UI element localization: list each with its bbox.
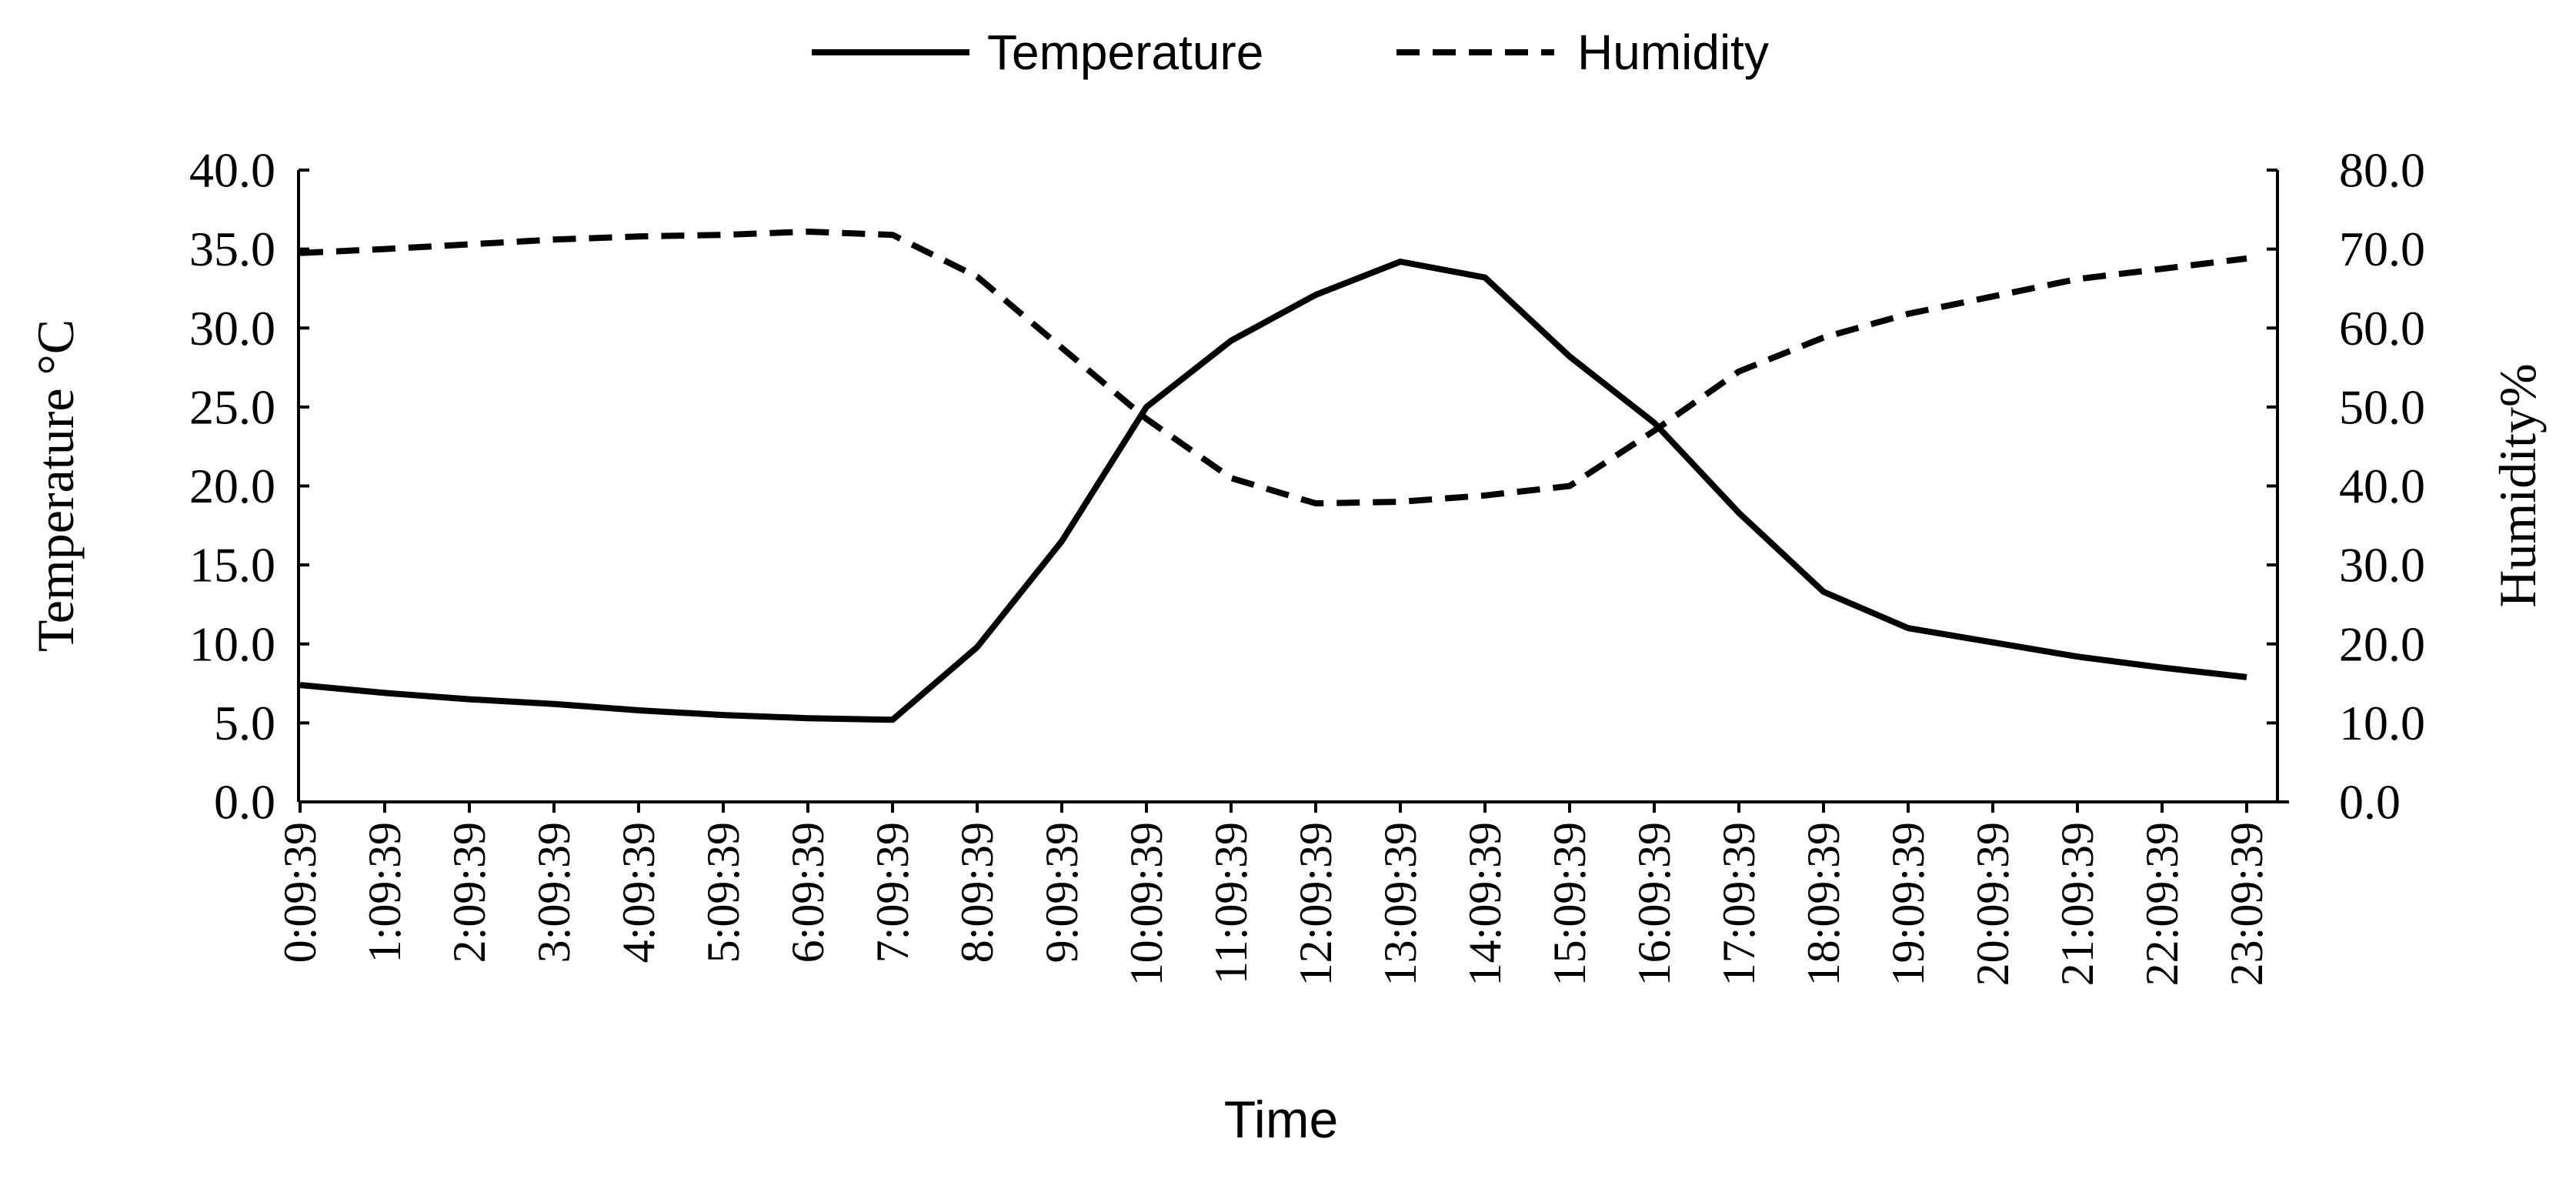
x-tick-label: 14:09:39 — [1460, 822, 1510, 986]
right-tick-label: 0.0 — [2339, 775, 2401, 830]
right-tick-label: 70.0 — [2339, 222, 2425, 276]
x-tick-label: 19:09:39 — [1883, 822, 1934, 986]
x-axis-title: Time — [1224, 1090, 1339, 1149]
x-tick-label: 15:09:39 — [1544, 822, 1595, 986]
x-tick-label: 22:09:39 — [2137, 822, 2187, 986]
series-line-humidity — [299, 229, 2247, 507]
x-tick-label: 3:09:39 — [529, 822, 579, 963]
right-axis-ticks: 0.0 10.0 20.0 30.0 40.0 50.0 60.0 70.0 80.0 — [2267, 143, 2425, 830]
legend-temperature-label: Temperature — [987, 25, 1263, 80]
x-tick-label: 1:09:39 — [359, 822, 410, 963]
right-tick-label: 60.0 — [2339, 301, 2425, 356]
left-tick-label: 15.0 — [189, 538, 275, 593]
x-tick-label: 4:09:39 — [613, 822, 664, 963]
x-tick-label: 2:09:39 — [444, 822, 495, 963]
x-tick-label: 10:09:39 — [1121, 822, 1172, 986]
x-tick-label: 12:09:39 — [1290, 822, 1341, 986]
x-tick-label: 23:09:39 — [2221, 822, 2272, 986]
x-tick-label: 8:09:39 — [952, 822, 1003, 963]
x-tick-label: 9:09:39 — [1036, 822, 1087, 963]
x-tick-label: 7:09:39 — [867, 822, 918, 963]
x-tick-label: 21:09:39 — [2052, 822, 2103, 986]
x-tick-label: 11:09:39 — [1206, 822, 1256, 984]
right-axis-title: Humidity% — [2488, 363, 2547, 607]
left-tick-label: 0.0 — [214, 775, 275, 830]
right-tick-label: 20.0 — [2339, 616, 2425, 671]
series-line-temperature — [299, 259, 2247, 723]
left-tick-label: 5.0 — [214, 696, 275, 750]
left-tick-label: 35.0 — [189, 222, 275, 276]
left-axis-title: Temperature °C — [26, 319, 85, 652]
x-tick-label: 20:09:39 — [1967, 822, 2018, 986]
series-layer — [299, 229, 2247, 723]
right-tick-label: 30.0 — [2339, 538, 2425, 593]
x-axis-ticks: 0:09:39 1:09:39 2:09:39 3:09:39 4:09:39 5:09:… — [275, 802, 2272, 986]
x-tick-label: 13:09:39 — [1375, 822, 1426, 986]
x-tick-label: 16:09:39 — [1629, 822, 1680, 986]
right-tick-label: 40.0 — [2339, 459, 2425, 513]
left-tick-label: 10.0 — [189, 616, 275, 671]
left-tick-label: 20.0 — [189, 459, 275, 513]
legend: Temperature Humidity — [812, 25, 1769, 80]
x-tick-label: 5:09:39 — [698, 822, 749, 963]
left-tick-label: 25.0 — [189, 379, 275, 434]
left-tick-label: 30.0 — [189, 301, 275, 356]
legend-humidity-label: Humidity — [1577, 25, 1769, 80]
x-tick-label: 0:09:39 — [275, 822, 325, 963]
right-tick-label: 10.0 — [2339, 696, 2425, 750]
left-axis-ticks: 0.0 5.0 10.0 15.0 20.0 25.0 30.0 35.0 40.0 — [189, 143, 309, 830]
left-tick-label: 40.0 — [189, 143, 275, 198]
x-tick-label: 17:09:39 — [1713, 822, 1764, 986]
x-tick-label: 18:09:39 — [1798, 822, 1849, 986]
right-tick-label: 50.0 — [2339, 379, 2425, 434]
right-tick-label: 80.0 — [2339, 143, 2425, 198]
x-tick-label: 6:09:39 — [782, 822, 833, 963]
